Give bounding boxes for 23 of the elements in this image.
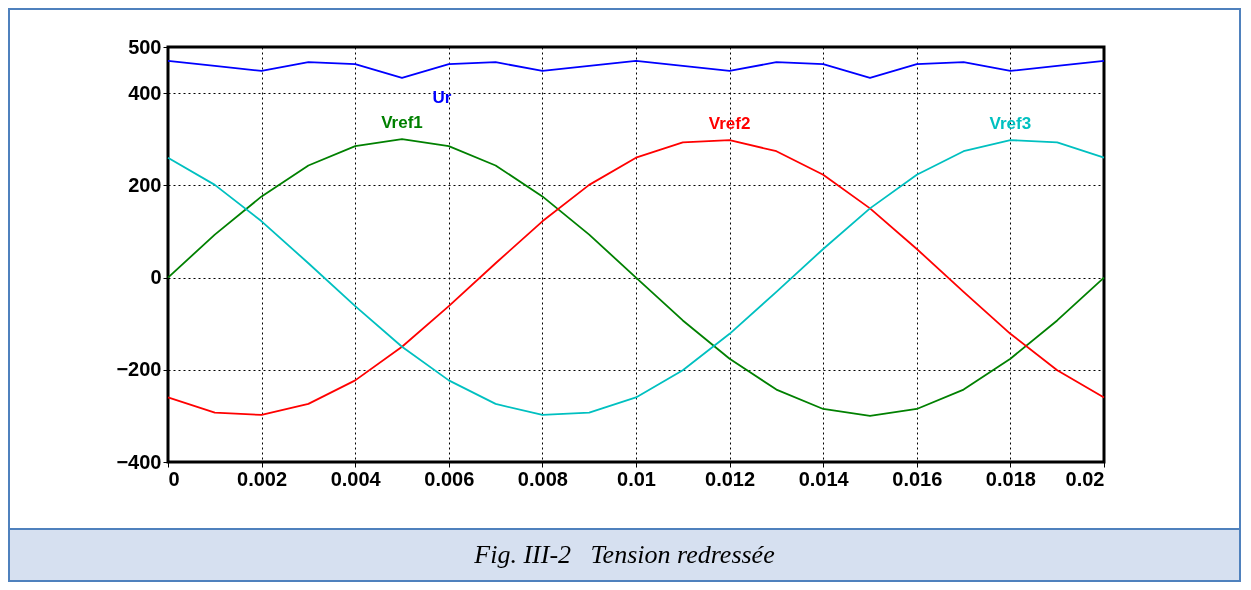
x-tick-label: 0.018 xyxy=(985,467,1036,490)
x-tick-label: 0.02 xyxy=(1065,467,1105,490)
y-tick-label: −400 xyxy=(116,450,162,473)
text: Fig. III-2 Tension redressée xyxy=(10,528,1239,580)
x-tick-label: 0.006 xyxy=(424,467,475,490)
series-label: Vref1 xyxy=(381,113,423,133)
x-tick-label: 0.012 xyxy=(705,467,756,490)
y-tick-label: 200 xyxy=(128,173,162,196)
line-series xyxy=(167,59,1105,79)
y-tick-label: 500 xyxy=(128,35,162,58)
x-tick-label: 0.01 xyxy=(617,467,656,490)
y-tick-label: 400 xyxy=(128,81,162,104)
series-label: Vref3 xyxy=(989,114,1032,134)
x-tick-label: 0.004 xyxy=(330,467,382,490)
x-tick-label: 0.002 xyxy=(237,467,288,490)
x-tick-label: 0 xyxy=(168,467,180,490)
x-tick-label: 0.014 xyxy=(798,467,850,490)
x-tick-label: 0.008 xyxy=(517,467,568,490)
y-tick-label: −200 xyxy=(116,358,162,381)
series-label: Vref2 xyxy=(708,114,751,134)
y-tick-label: 0 xyxy=(150,266,162,289)
x-tick-label: 0.016 xyxy=(892,467,943,490)
series-label: Ur xyxy=(432,87,452,107)
